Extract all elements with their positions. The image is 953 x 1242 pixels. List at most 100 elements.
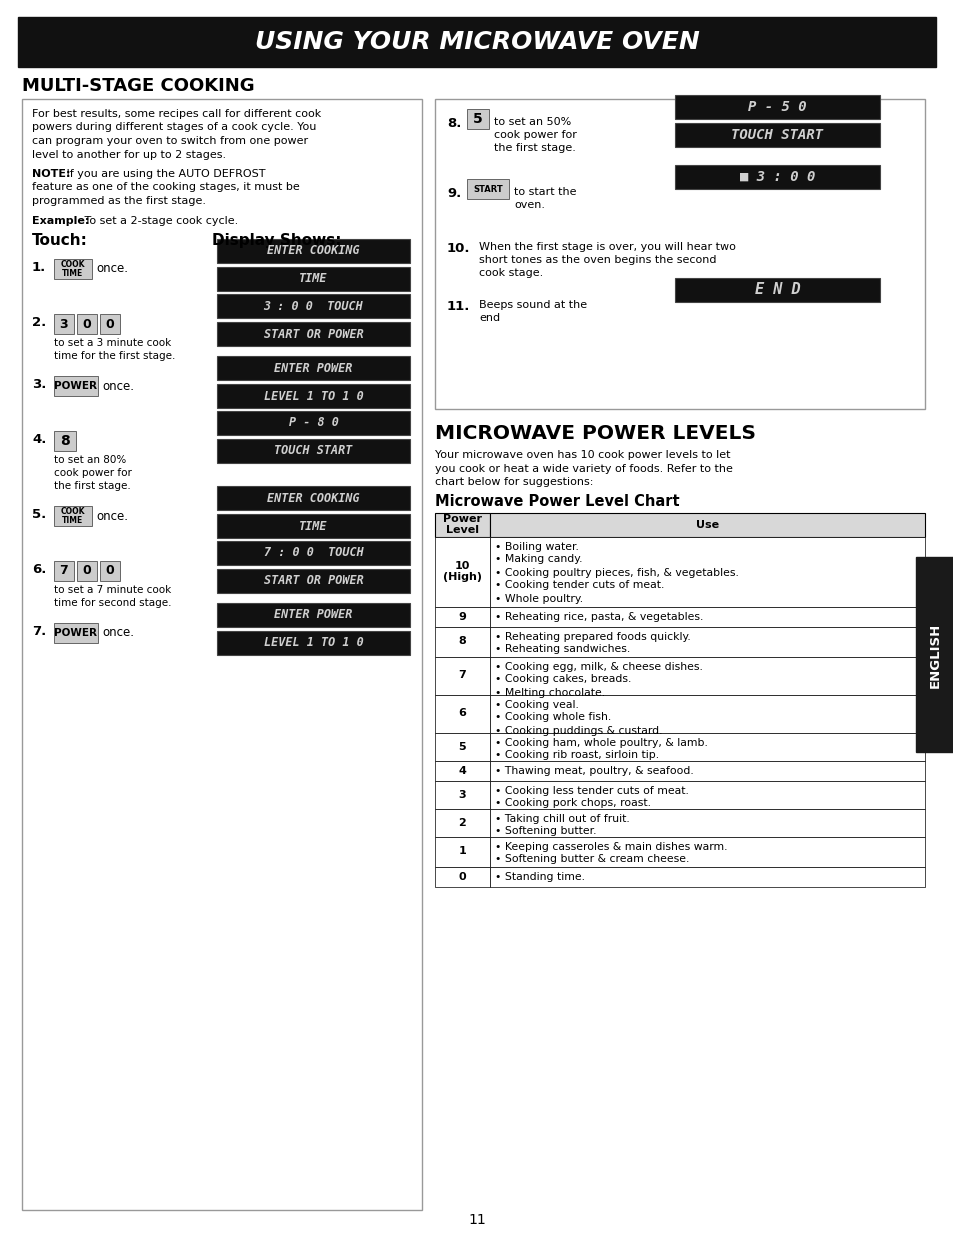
Text: Use: Use — [695, 519, 719, 529]
Bar — [216, 411, 410, 435]
Text: • Cooking poultry pieces, fish, & vegetables.: • Cooking poultry pieces, fish, & vegeta… — [495, 568, 739, 578]
Text: 3.: 3. — [32, 378, 47, 391]
Text: end: end — [478, 313, 499, 323]
Bar — [216, 356, 410, 380]
Bar — [435, 606, 490, 626]
Text: COOK
TIME: COOK TIME — [61, 260, 85, 278]
Text: P - 8 0: P - 8 0 — [288, 416, 338, 430]
Bar — [675, 165, 879, 189]
Text: you cook or heat a wide variety of foods. Refer to the: you cook or heat a wide variety of foods… — [435, 463, 732, 473]
Text: 5.: 5. — [32, 508, 46, 520]
Text: When the first stage is over, you will hear two: When the first stage is over, you will h… — [478, 242, 735, 252]
Bar — [435, 626, 490, 657]
Bar — [915, 556, 953, 751]
Bar — [22, 99, 421, 1210]
Bar — [490, 626, 924, 657]
Text: 8: 8 — [60, 433, 70, 448]
Text: USING YOUR MICROWAVE OVEN: USING YOUR MICROWAVE OVEN — [254, 30, 699, 53]
Text: 3: 3 — [458, 790, 466, 800]
Text: 5: 5 — [458, 741, 466, 751]
Text: To set a 2-stage cook cycle.: To set a 2-stage cook cycle. — [81, 216, 238, 226]
Text: Beeps sound at the: Beeps sound at the — [478, 301, 586, 310]
Bar — [216, 267, 410, 291]
Text: • Taking chill out of fruit.: • Taking chill out of fruit. — [495, 814, 629, 823]
Bar — [214, 556, 412, 617]
Text: 0: 0 — [83, 318, 91, 330]
Text: Touch:: Touch: — [32, 233, 88, 248]
Text: • Melting chocolate.: • Melting chocolate. — [495, 688, 604, 698]
Bar — [216, 486, 410, 510]
Bar — [18, 17, 935, 67]
Bar — [216, 238, 410, 263]
Text: to set an 50%: to set an 50% — [494, 117, 571, 127]
Text: 9.: 9. — [447, 188, 460, 200]
Text: 1: 1 — [458, 847, 466, 857]
Text: Display Shows:: Display Shows: — [212, 233, 341, 248]
Text: Microwave Power Level Chart: Microwave Power Level Chart — [435, 494, 679, 509]
Text: 8.: 8. — [447, 117, 461, 130]
Text: chart below for suggestions:: chart below for suggestions: — [435, 477, 593, 487]
Text: the first stage.: the first stage. — [54, 481, 131, 491]
Bar — [77, 314, 97, 334]
Text: 0: 0 — [106, 565, 114, 578]
Text: • Cooking veal.: • Cooking veal. — [495, 699, 578, 709]
Text: P - 5 0: P - 5 0 — [747, 101, 806, 114]
Bar — [435, 537, 490, 606]
Text: powers during different stages of a cook cycle. You: powers during different stages of a cook… — [32, 123, 316, 133]
Bar — [216, 542, 410, 565]
Text: ■ 3 : 0 0: ■ 3 : 0 0 — [739, 170, 814, 184]
Text: TOUCH START: TOUCH START — [731, 128, 822, 142]
Text: 10
(High): 10 (High) — [442, 561, 481, 582]
Bar — [216, 604, 410, 627]
Text: 4: 4 — [458, 765, 466, 775]
Text: • Cooking ham, whole poultry, & lamb.: • Cooking ham, whole poultry, & lamb. — [495, 738, 707, 748]
Bar — [490, 760, 924, 780]
Bar — [490, 657, 924, 694]
Text: POWER: POWER — [54, 381, 97, 391]
Text: MICROWAVE POWER LEVELS: MICROWAVE POWER LEVELS — [435, 424, 755, 443]
Bar — [100, 314, 120, 334]
Bar — [435, 733, 490, 760]
Text: LEVEL 1 TO 1 0: LEVEL 1 TO 1 0 — [263, 636, 363, 650]
Text: Your microwave oven has 10 cook power levels to let: Your microwave oven has 10 cook power le… — [435, 450, 730, 460]
Text: • Reheating rice, pasta, & vegetables.: • Reheating rice, pasta, & vegetables. — [495, 611, 702, 621]
Bar — [54, 623, 98, 643]
Text: 0: 0 — [83, 565, 91, 578]
Text: the first stage.: the first stage. — [494, 143, 576, 153]
Text: 3 : 0 0  TOUCH: 3 : 0 0 TOUCH — [263, 299, 363, 313]
Bar — [216, 569, 410, 592]
Text: cook power for: cook power for — [494, 130, 577, 140]
Bar — [490, 513, 924, 537]
Bar — [214, 619, 412, 679]
Text: 5: 5 — [473, 112, 482, 125]
Text: 10.: 10. — [447, 242, 470, 255]
Text: 6.: 6. — [32, 563, 47, 576]
Bar — [490, 809, 924, 837]
Text: • Making candy.: • Making candy. — [495, 554, 582, 565]
Bar — [54, 376, 98, 396]
Text: • Cooking cakes, breads.: • Cooking cakes, breads. — [495, 674, 631, 684]
Bar — [216, 514, 410, 538]
Text: once.: once. — [102, 626, 133, 640]
Text: MULTI-STAGE COOKING: MULTI-STAGE COOKING — [22, 77, 254, 94]
Text: TOUCH START: TOUCH START — [274, 445, 353, 457]
Text: to start the: to start the — [514, 188, 576, 197]
Bar — [435, 809, 490, 837]
Text: 9: 9 — [458, 611, 466, 621]
Text: NOTE:: NOTE: — [32, 169, 71, 179]
Text: feature as one of the cooking stages, it must be: feature as one of the cooking stages, it… — [32, 183, 299, 193]
Bar — [675, 123, 879, 147]
Bar — [435, 837, 490, 867]
Text: 8: 8 — [458, 636, 466, 647]
Text: once.: once. — [102, 380, 133, 392]
Text: 11.: 11. — [447, 301, 470, 313]
Bar — [216, 438, 410, 463]
Bar — [490, 837, 924, 867]
Bar — [435, 513, 490, 537]
Bar — [54, 260, 91, 279]
Bar — [214, 427, 412, 487]
Bar — [675, 278, 879, 302]
Text: once.: once. — [96, 262, 128, 276]
Text: ENTER POWER: ENTER POWER — [274, 609, 353, 621]
Text: • Cooking pork chops, roast.: • Cooking pork chops, roast. — [495, 799, 650, 809]
